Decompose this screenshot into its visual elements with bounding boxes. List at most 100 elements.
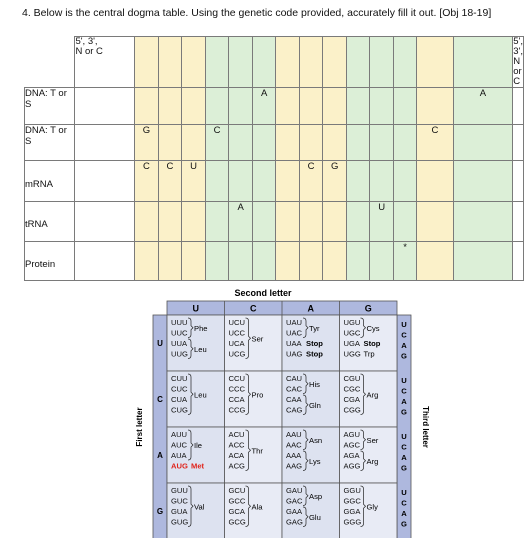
dna2-cell[interactable] xyxy=(298,124,324,161)
dna2-cell[interactable] xyxy=(74,124,136,161)
trna-cell[interactable] xyxy=(298,201,324,242)
dna1-cell[interactable] xyxy=(74,87,136,125)
trna-cell[interactable] xyxy=(181,201,206,242)
dna1-cell[interactable] xyxy=(322,87,347,125)
third-letter: A xyxy=(401,453,407,462)
protein-cell[interactable] xyxy=(322,241,347,281)
dna1-cell[interactable] xyxy=(181,87,206,125)
trna-cell[interactable] xyxy=(416,201,454,242)
trna-cell[interactable] xyxy=(74,201,136,242)
mrna-cell[interactable] xyxy=(416,160,454,202)
bracket xyxy=(245,317,251,359)
protein-cell[interactable] xyxy=(452,241,514,281)
codon: ACA xyxy=(229,451,246,460)
mrna-cell[interactable]: G xyxy=(322,160,347,202)
trna-cell[interactable]: A xyxy=(228,201,253,242)
codon: GAU xyxy=(286,486,302,495)
amino-acid: Ala xyxy=(252,502,264,511)
third-letter-label: Third letter xyxy=(421,406,430,448)
mrna-cell[interactable]: C xyxy=(134,160,159,202)
third-letter: G xyxy=(401,520,407,529)
amino-acid: His xyxy=(309,380,320,389)
stop-label: Trp xyxy=(364,350,375,359)
dna1-cell[interactable] xyxy=(416,87,454,125)
dna1-cell[interactable] xyxy=(298,87,324,125)
codon: CCA xyxy=(229,395,246,404)
mrna-cell[interactable]: U xyxy=(181,160,206,202)
header-blank-cell xyxy=(181,36,206,88)
mrna-label: mRNA xyxy=(23,160,76,202)
bracket xyxy=(302,450,309,471)
header-blank-cell xyxy=(228,36,253,88)
codon-block xyxy=(281,426,340,484)
trna-cell[interactable] xyxy=(251,201,277,242)
dna2-cell[interactable]: C xyxy=(416,124,454,161)
bracket xyxy=(187,317,194,338)
codon-block xyxy=(224,426,283,484)
protein-cell[interactable] xyxy=(512,241,524,281)
trna-cell[interactable] xyxy=(275,201,300,242)
amino-acid: Asn xyxy=(309,436,322,445)
header-blank-cell xyxy=(275,36,300,88)
mrna-cell[interactable] xyxy=(251,160,277,202)
mrna-cell[interactable]: C xyxy=(157,160,183,202)
amino-acid: Pro xyxy=(252,390,264,399)
dna2-cell[interactable] xyxy=(392,124,418,161)
third-letter: C xyxy=(401,443,407,452)
protein-cell[interactable] xyxy=(251,241,277,281)
mrna-cell[interactable] xyxy=(275,160,300,202)
trna-cell[interactable] xyxy=(392,201,418,242)
dna1-cell[interactable] xyxy=(275,87,300,125)
bracket xyxy=(360,429,366,450)
codon: UCA xyxy=(229,339,246,348)
trna-cell[interactable] xyxy=(452,201,514,242)
mrna-cell[interactable] xyxy=(392,160,418,202)
codon-block xyxy=(166,370,225,428)
dna1-cell[interactable] xyxy=(345,87,371,125)
protein-cell[interactable] xyxy=(134,241,159,281)
mrna-cell[interactable]: C xyxy=(298,160,324,202)
dna1-cell[interactable]: A xyxy=(452,87,514,125)
trna-cell[interactable] xyxy=(157,201,183,242)
dna2-cell[interactable]: G xyxy=(134,124,159,161)
protein-cell[interactable] xyxy=(275,241,300,281)
dna1-cell[interactable] xyxy=(134,87,159,125)
mrna-cell[interactable] xyxy=(345,160,371,202)
codon: UCC xyxy=(229,329,246,338)
protein-cell[interactable] xyxy=(416,241,454,281)
dna1-cell[interactable] xyxy=(369,87,394,125)
bracket xyxy=(187,429,194,461)
header-blank-cell xyxy=(134,36,159,88)
dna2-cell[interactable] xyxy=(157,124,183,161)
third-letter: C xyxy=(401,499,407,508)
codon: UGC xyxy=(344,329,361,338)
protein-cell[interactable]: * xyxy=(392,241,418,281)
amino-acid: Leu xyxy=(194,390,207,399)
protein-cell[interactable] xyxy=(345,241,371,281)
codon: GGC xyxy=(344,497,362,506)
dna2-cell[interactable] xyxy=(181,124,206,161)
protein-cell[interactable] xyxy=(298,241,324,281)
dna1-cell[interactable] xyxy=(157,87,183,125)
codon: GAG xyxy=(286,518,303,527)
codon-block xyxy=(339,482,398,538)
dna1-cell[interactable] xyxy=(204,87,230,125)
protein-cell[interactable] xyxy=(157,241,183,281)
mrna-cell[interactable] xyxy=(74,160,136,202)
met-label: Met xyxy=(191,462,205,471)
header-blank-cell xyxy=(392,36,418,88)
protein-cell[interactable] xyxy=(74,241,136,281)
mrna-cell[interactable] xyxy=(452,160,514,202)
dna2-cell[interactable]: C xyxy=(204,124,230,161)
protein-cell[interactable] xyxy=(181,241,206,281)
dna2-cell[interactable] xyxy=(275,124,300,161)
protein-cell[interactable] xyxy=(204,241,230,281)
trna-cell[interactable] xyxy=(345,201,371,242)
mrna-cell[interactable] xyxy=(228,160,253,202)
bracket xyxy=(245,373,251,415)
dna2-cell[interactable] xyxy=(369,124,394,161)
dna2-cell[interactable] xyxy=(452,124,514,161)
dna2-cell[interactable] xyxy=(345,124,371,161)
protein-cell[interactable] xyxy=(369,241,394,281)
